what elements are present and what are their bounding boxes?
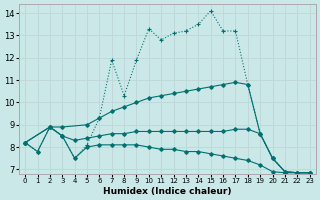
X-axis label: Humidex (Indice chaleur): Humidex (Indice chaleur): [103, 187, 232, 196]
